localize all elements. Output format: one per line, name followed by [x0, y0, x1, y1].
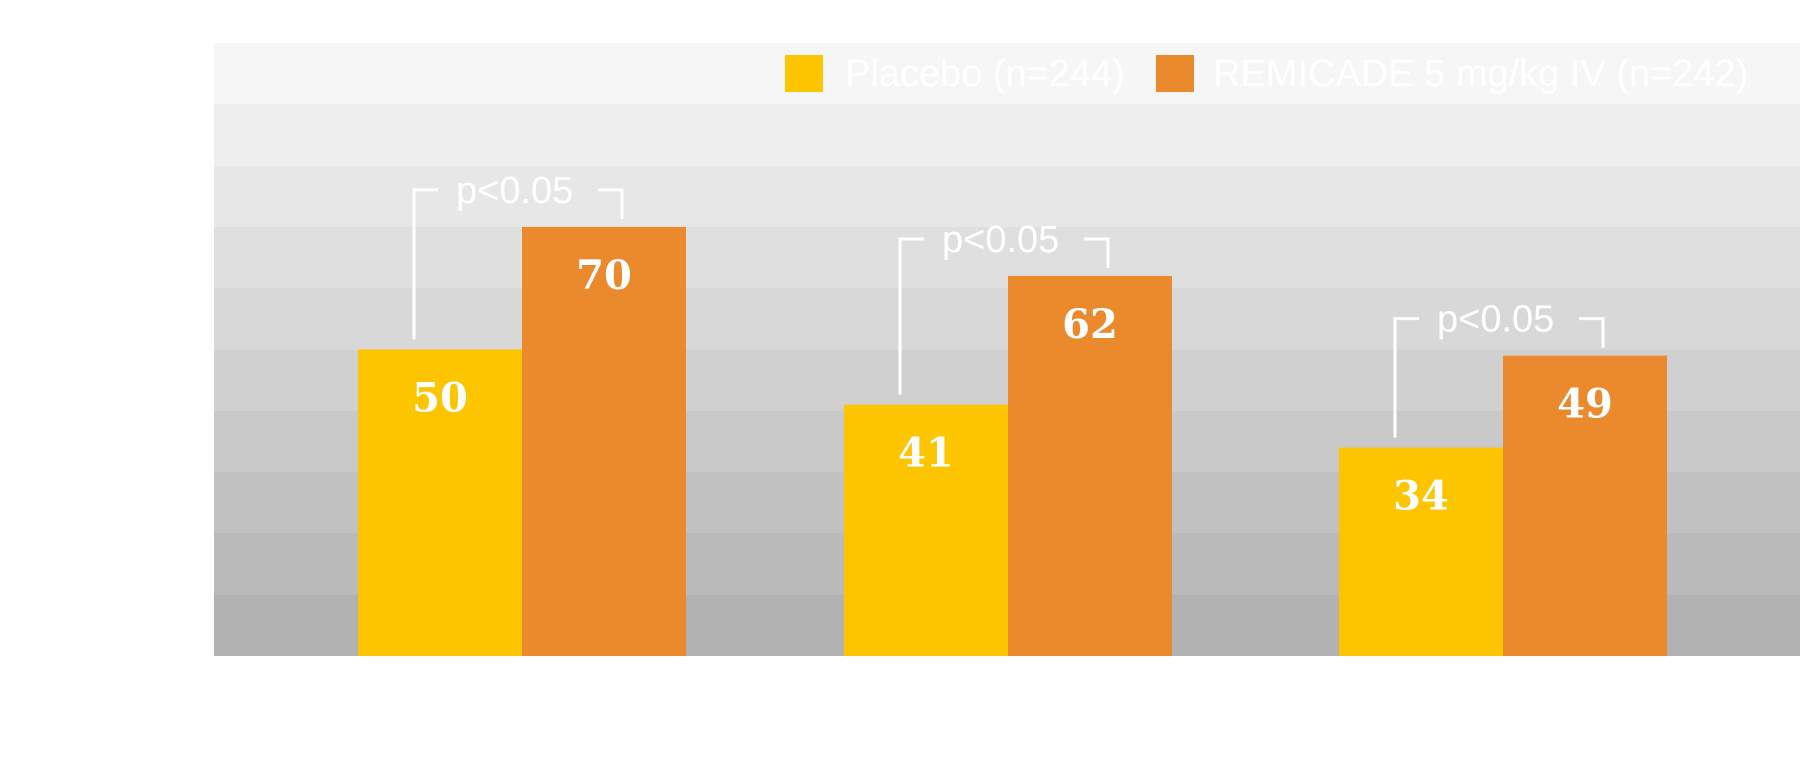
- legend-label-remicade: REMICADE 5 mg/kg IV (n=242): [1213, 53, 1748, 95]
- bar-placebo: [358, 349, 522, 656]
- significance-bracket: [1393, 317, 1605, 438]
- legend-swatch-remicade: [1156, 55, 1194, 92]
- bar-placebo: [1339, 447, 1503, 656]
- grid-band: [214, 166, 1800, 227]
- data-label-remicade: 62: [1062, 301, 1118, 348]
- bar-remicade: [1503, 355, 1667, 656]
- bars: [358, 226, 1667, 656]
- bar-remicade: [522, 226, 686, 656]
- p-value-label: p<0.05: [456, 170, 573, 212]
- data-label-remicade: 49: [1557, 381, 1613, 428]
- bar-remicade: [1008, 275, 1172, 656]
- p-value-label: p<0.05: [942, 219, 1059, 261]
- grid-band: [214, 43, 1800, 104]
- significance-bracket: [412, 188, 624, 340]
- data-labels: 50 70 41 62 34 49: [412, 252, 1613, 520]
- significance-bracket: [898, 237, 1110, 395]
- significance-brackets: p<0.05 p<0.05 p<0.05: [412, 170, 1605, 438]
- grid-band: [214, 227, 1800, 288]
- data-label-remicade: 70: [576, 252, 632, 299]
- legend: Placebo (n=244) REMICADE 5 mg/kg IV (n=2…: [785, 53, 1748, 95]
- grid-band: [214, 104, 1800, 166]
- p-value-label: p<0.05: [1437, 299, 1554, 341]
- data-label-placebo: 34: [1393, 473, 1449, 520]
- legend-label-placebo: Placebo (n=244): [845, 53, 1125, 95]
- grid-band: [214, 288, 1800, 350]
- data-label-placebo: 41: [898, 430, 954, 477]
- legend-swatch-placebo: [785, 55, 823, 92]
- bar-placebo: [844, 404, 1008, 656]
- data-label-placebo: 50: [412, 375, 468, 422]
